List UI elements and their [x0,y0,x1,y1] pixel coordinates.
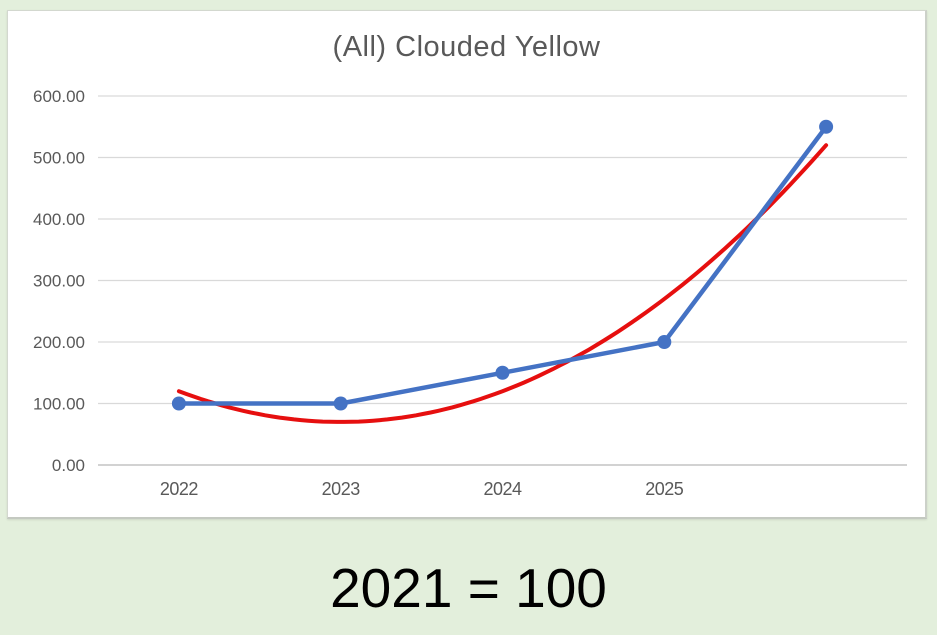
data-point-marker [333,396,348,411]
data-series-blue [171,119,834,411]
data-point-marker [657,335,672,349]
y-tick-label: 400.00 [33,210,85,229]
x-tick-label: 2023 [322,479,361,499]
chart-card: (All) Clouded Yellow 0.00 100.00 200.00 300… [7,10,927,519]
series-line [176,124,829,406]
x-tick-label: 2024 [483,479,522,499]
y-tick-label: 500.00 [33,149,85,168]
x-axis-tick-labels: 2022 2023 2024 2025 [160,479,684,499]
gridlines [98,95,907,466]
y-tick-label: 600.00 [33,87,85,106]
line-chart: 0.00 100.00 200.00 300.00 400.00 500.00 600.00… [33,87,907,499]
trendline-path [176,143,829,424]
y-tick-label: 0.00 [52,456,85,475]
data-point-marker [171,396,186,411]
x-tick-label: 2025 [645,479,684,499]
y-tick-label: 200.00 [33,333,85,352]
y-tick-label: 100.00 [33,395,85,414]
index-base-caption: 2021 = 100 [330,557,607,619]
trendline-red [176,143,829,424]
chart-title: (All) Clouded Yellow [332,31,601,63]
y-tick-label: 300.00 [33,272,85,291]
y-axis-tick-labels: 0.00 100.00 200.00 300.00 400.00 500.00 600.00 [33,87,85,475]
data-point-marker [495,365,510,380]
data-point-marker [819,119,834,134]
x-tick-label: 2022 [160,479,199,499]
